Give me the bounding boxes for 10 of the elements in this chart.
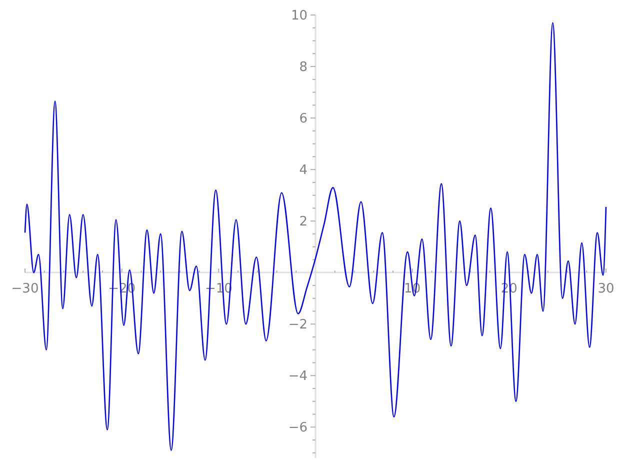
y-tick-label: −4 [288, 369, 308, 384]
y-tick-label: 8 [299, 60, 308, 76]
x-tick-label: 30 [598, 282, 614, 297]
y-tick-label: 6 [299, 112, 308, 127]
y-tick-label: 10 [290, 8, 308, 24]
y-tick-label: 4 [299, 163, 308, 178]
y-tick-label: 2 [299, 214, 308, 230]
y-tick-label: −2 [288, 318, 308, 333]
x-tick-label: −30 [11, 282, 39, 297]
y-tick-label: −6 [288, 420, 308, 436]
